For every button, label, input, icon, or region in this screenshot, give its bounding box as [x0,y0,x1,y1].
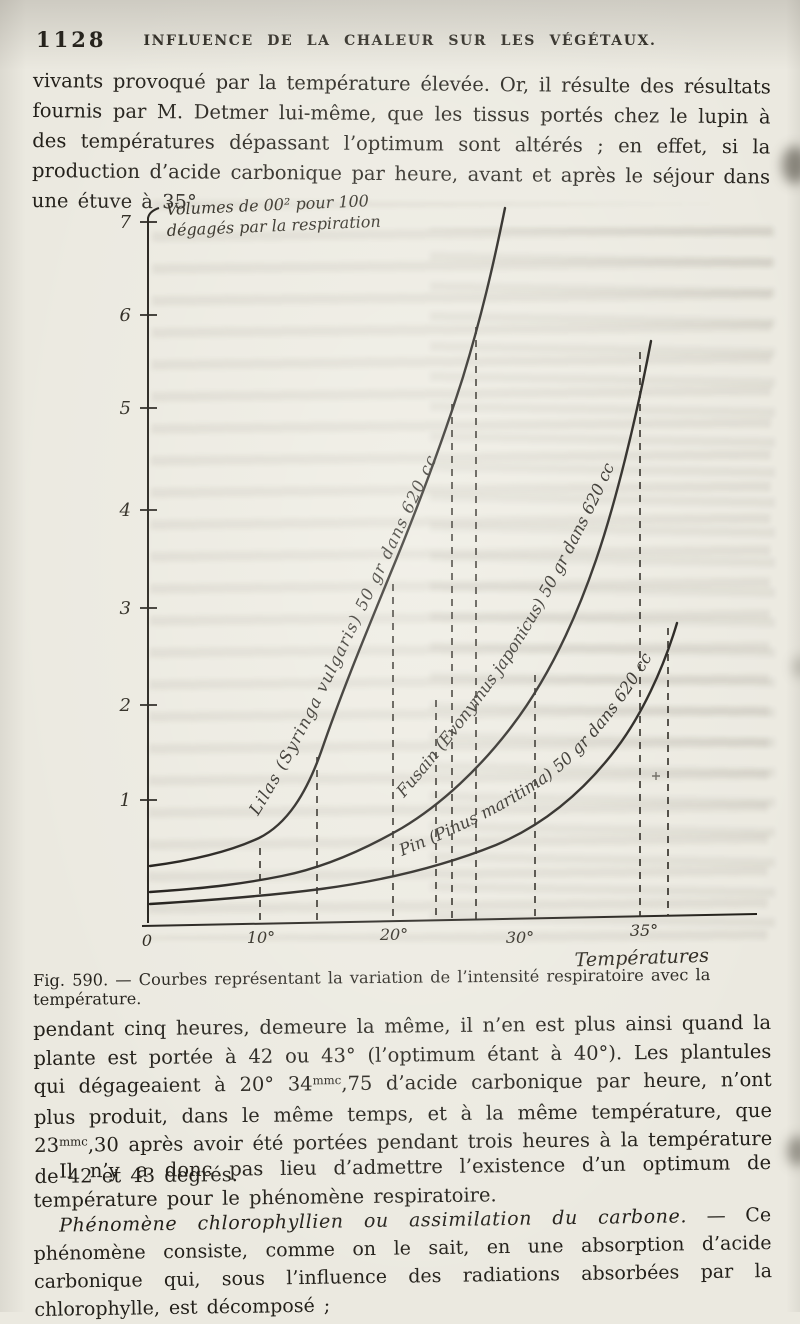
y-tick-label: 7 [120,212,132,233]
print-artifact [652,772,660,780]
x-axis-title: Températures [574,945,709,972]
superscript-unit: mmc [58,1134,88,1149]
y-axis [147,207,160,923]
respiration-temperature-chart: 7 6 5 4 3 2 1 0 10° 20° 30° 35° Températ… [119,191,758,972]
x-axis [141,913,758,927]
running-title: INFLUENCE DE LA CHALEUR SUR LES VÉGÉTAUX… [143,33,657,49]
curve-label-lilas: Lilas (Syringa vulgaris) 50 gr dans 620 … [245,452,441,819]
y-tick-label: 2 [119,695,131,716]
ink-bleedthrough-right [430,228,775,928]
figure-caption: Fig. 590. — Courbes représentant la vari… [33,965,711,1009]
y-tick-label: 1 [120,790,131,811]
x-tick-label: 35° [630,921,658,940]
y-axis-ticks [140,221,157,801]
y-tick-label: 6 [120,305,131,326]
superscript-unit: mmc [312,1072,342,1087]
scan-smudge [782,146,800,184]
figure-590: 7 6 5 4 3 2 1 0 10° 20° 30° 35° Températ… [0,182,800,977]
curve-fusain [148,339,653,894]
y-tick-label: 3 [120,598,131,619]
y-tick-label: 5 [120,398,131,419]
x-tick-label: 0 [142,931,152,950]
scan-smudge [792,656,800,678]
curve-pin [148,621,679,906]
y-tick-label: 4 [119,500,131,521]
scan-smudge [787,1136,800,1166]
x-tick-label: 30° [506,928,534,947]
x-tick-label: 10° [247,928,275,947]
page-number: 1128 [36,27,107,52]
y-axis-title: Volumes de 00² pour 100 dégagés par la r… [165,191,381,240]
x-tick-label: 20° [379,925,408,944]
italic-lead: Phénomène chlorophyllien ou assimilation… [59,1205,688,1237]
body-paragraph-4: Phénomène chlorophyllien ou assimilation… [33,1201,773,1324]
dashed-guides [259,327,669,921]
curve-lilas [148,206,507,868]
